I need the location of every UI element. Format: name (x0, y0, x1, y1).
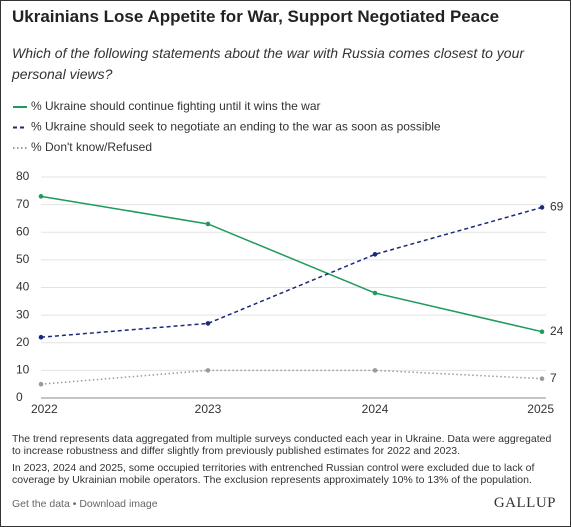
data-point (539, 329, 545, 335)
y-tick-label: 40 (16, 280, 30, 294)
data-point (205, 321, 211, 326)
data-point (372, 368, 378, 373)
y-tick-label: 60 (16, 224, 30, 238)
series-line (40, 206, 543, 338)
y-tick-label: 80 (16, 169, 30, 183)
data-point (205, 368, 211, 373)
y-tick-label: 10 (16, 363, 30, 377)
data-point (38, 194, 44, 199)
note: The trend represents data aggregated fro… (12, 433, 552, 457)
data-point (372, 252, 378, 257)
chart: % Ukraine should continue fighting until… (13, 99, 564, 416)
note: In 2023, 2024 and 2025, some occupied te… (12, 462, 535, 486)
data-point (539, 205, 545, 210)
data-label: 69 (550, 200, 564, 214)
legend-label: % Ukraine should seek to negotiate an en… (31, 120, 441, 134)
data-label: 24 (550, 324, 564, 338)
brand-logo: GALLUP (493, 495, 556, 511)
data-point (539, 376, 545, 381)
y-tick-label: 70 (16, 197, 30, 211)
data-point (205, 221, 211, 227)
chart-subtitle: Which of the following statements about … (12, 45, 525, 82)
data-label: 7 (550, 371, 557, 385)
data-point (372, 290, 378, 296)
footer-links: Get the data • Download image (12, 498, 158, 510)
chart-title: Ukrainians Lose Appetite for War, Suppor… (12, 7, 500, 26)
link[interactable]: Download image (79, 498, 158, 510)
y-tick-label: 20 (16, 335, 30, 349)
x-tick-label: 2024 (362, 402, 389, 416)
series-line (40, 195, 543, 333)
separator: • (72, 498, 77, 510)
x-tick-label: 2023 (195, 402, 222, 416)
series-line (40, 369, 543, 385)
link[interactable]: Get the data (12, 498, 70, 510)
y-tick-label: 0 (16, 390, 23, 404)
legend-label: % Don't know/Refused (31, 140, 152, 154)
y-tick-label: 30 (16, 307, 30, 321)
legend-label: % Ukraine should continue fighting until… (31, 99, 321, 113)
y-tick-label: 50 (16, 252, 30, 266)
x-tick-label: 2025 (527, 402, 554, 416)
data-point (38, 334, 44, 340)
x-tick-label: 2022 (31, 402, 58, 416)
data-point (38, 381, 44, 387)
